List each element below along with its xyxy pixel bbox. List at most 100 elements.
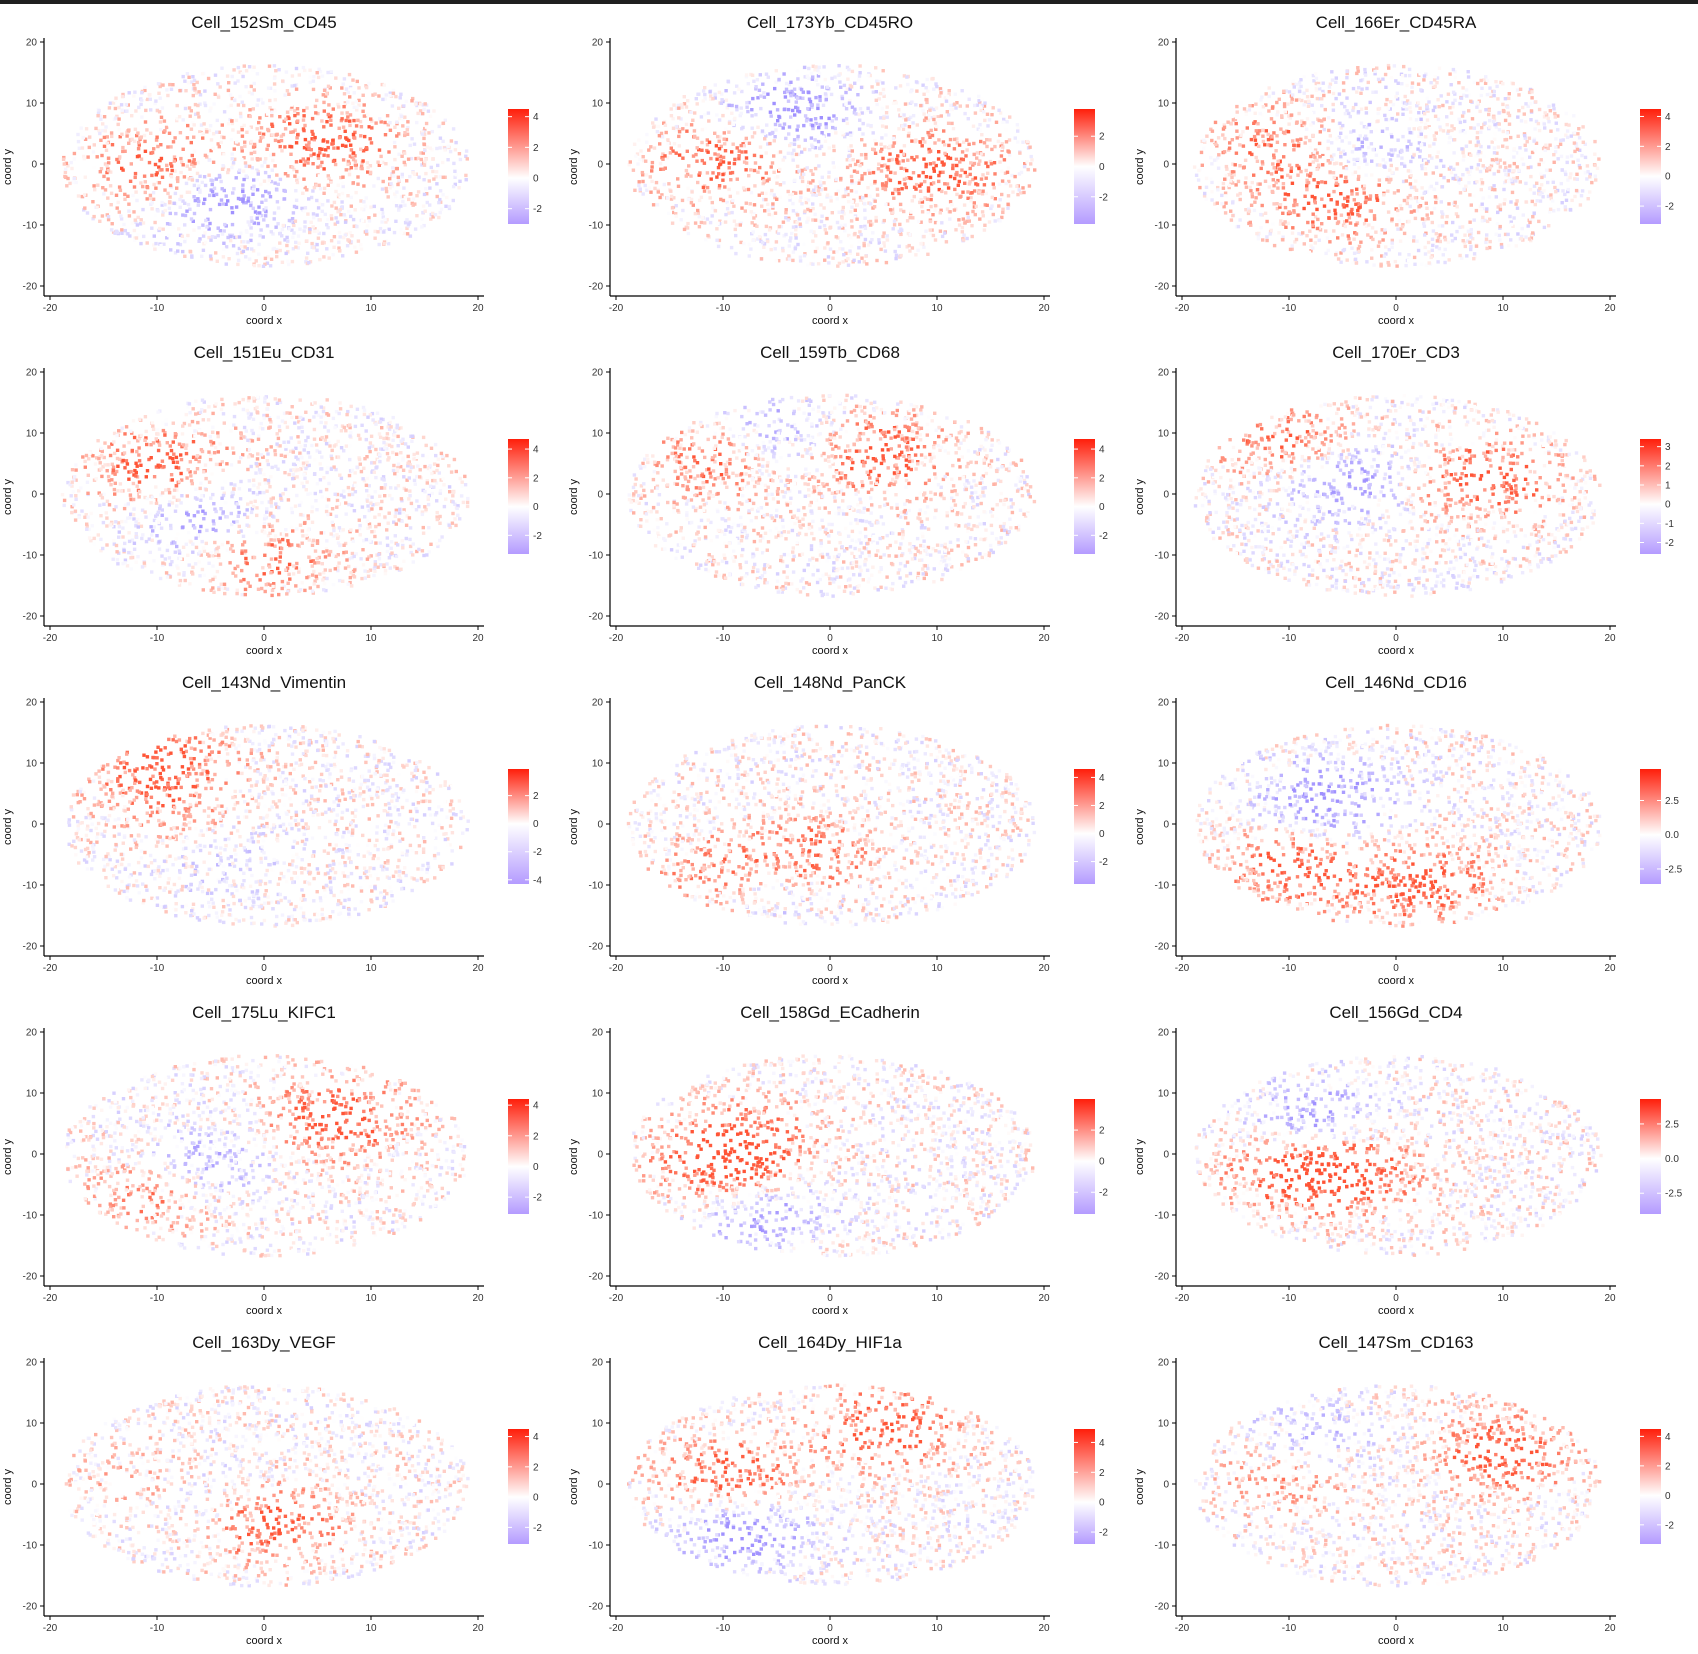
x-tick-label: 0: [827, 1623, 833, 1634]
y-tick-label: -20: [589, 1272, 604, 1283]
y-axis-label: coord y: [568, 1468, 580, 1505]
colorbar-tick-label: 2: [533, 143, 539, 154]
cell-cloud: [1194, 394, 1602, 598]
y-tick-label: 10: [1158, 1419, 1170, 1430]
cell-cloud: [627, 1384, 1034, 1586]
x-tick-label: -20: [43, 303, 58, 314]
x-tick-label: 20: [472, 1623, 484, 1634]
y-axis-label: coord y: [568, 148, 580, 185]
cell-cloud: [65, 1054, 466, 1258]
x-axis-label: coord x: [246, 975, 283, 987]
y-axis-label: coord y: [2, 808, 14, 845]
y-tick-label: 10: [1158, 1089, 1170, 1100]
x-tick-label: -10: [150, 303, 165, 314]
y-tick-label: -10: [589, 1211, 604, 1222]
x-tick-label: 20: [1038, 303, 1050, 314]
chart-title: Cell_173Yb_CD45RO: [747, 13, 913, 32]
y-tick-label: -10: [23, 221, 38, 232]
x-tick-label: 0: [261, 1623, 267, 1634]
colorbar-tick-label: 0: [533, 502, 539, 513]
colorbar-tick-label: 0: [1099, 162, 1105, 173]
y-tick-label: 0: [597, 1480, 603, 1491]
chart-title: Cell_175Lu_KIFC1: [192, 1003, 336, 1022]
x-tick-label: 0: [827, 303, 833, 314]
x-tick-label: 20: [472, 303, 484, 314]
colorbar: [508, 1429, 529, 1544]
cell-cloud: [1193, 64, 1601, 268]
y-tick-label: -20: [1155, 1272, 1170, 1283]
x-tick-label: 0: [261, 303, 267, 314]
colorbar-tick-label: -2: [1665, 202, 1674, 213]
y-tick-label: 0: [1163, 1480, 1169, 1491]
x-axis-label: coord x: [246, 645, 283, 657]
colorbar-tick-label: 2: [533, 791, 539, 802]
y-tick-label: -20: [23, 942, 38, 953]
x-tick-label: -10: [150, 1293, 165, 1304]
colorbar-tick-label: 2: [1099, 801, 1105, 812]
y-tick-label: 0: [597, 1150, 603, 1161]
x-tick-label: 0: [1393, 303, 1399, 314]
colorbar-tick-label: 0: [533, 1162, 539, 1173]
y-tick-label: -20: [23, 282, 38, 293]
x-tick-label: 0: [1393, 633, 1399, 644]
y-tick-label: 10: [1158, 99, 1170, 110]
colorbar-tick-label: -2: [1099, 1188, 1108, 1199]
x-tick-label: 10: [1497, 963, 1509, 974]
y-tick-label: 0: [597, 490, 603, 501]
colorbar-tick-label: -2: [533, 531, 542, 542]
y-tick-label: -20: [1155, 1602, 1170, 1613]
colorbar-tick-label: 2.5: [1665, 796, 1679, 807]
colorbar-tick-label: 2: [1099, 1126, 1105, 1137]
x-tick-label: -20: [43, 963, 58, 974]
y-tick-label: -10: [589, 1541, 604, 1552]
x-tick-label: 20: [1604, 1293, 1616, 1304]
chart-title: Cell_151Eu_CD31: [194, 343, 335, 362]
y-tick-label: 0: [597, 160, 603, 171]
colorbar-tick-label: 4: [533, 1432, 539, 1443]
colorbar-tick-label: 0.0: [1665, 830, 1679, 841]
x-axis-label: coord x: [812, 315, 849, 327]
colorbar-tick-label: 2: [1665, 461, 1671, 472]
x-axis-label: coord x: [812, 1635, 849, 1647]
colorbar-tick-label: 0: [1665, 500, 1671, 511]
y-axis-label: coord y: [1134, 1138, 1146, 1175]
colorbar-tick-label: -4: [533, 875, 542, 886]
x-tick-label: 0: [1393, 1293, 1399, 1304]
x-tick-label: 10: [931, 1293, 943, 1304]
colorbar-tick-label: 2: [1665, 1461, 1671, 1472]
y-tick-label: 0: [31, 1480, 37, 1491]
x-tick-label: 0: [827, 633, 833, 644]
y-tick-label: 20: [1158, 698, 1170, 709]
x-tick-label: 20: [472, 1293, 484, 1304]
y-tick-label: 10: [592, 1419, 604, 1430]
y-tick-label: 10: [26, 1419, 38, 1430]
chart-title: Cell_148Nd_PanCK: [754, 673, 907, 692]
x-tick-label: -20: [43, 1623, 58, 1634]
colorbar-tick-label: 4: [1665, 112, 1671, 123]
colorbar-tick-label: -2.5: [1665, 1189, 1683, 1200]
colorbar-tick-label: 0: [1099, 829, 1105, 840]
y-tick-label: 20: [26, 368, 38, 379]
x-tick-label: -10: [716, 963, 731, 974]
x-axis-label: coord x: [246, 1305, 283, 1317]
colorbar: [1074, 1429, 1095, 1544]
colorbar-tick-label: 2: [533, 1131, 539, 1142]
y-tick-label: 10: [1158, 759, 1170, 770]
x-tick-label: 10: [365, 963, 377, 974]
colorbar-tick-label: -2: [533, 847, 542, 858]
x-tick-label: -10: [1282, 1293, 1297, 1304]
y-tick-label: -20: [23, 1272, 38, 1283]
cell-cloud: [627, 725, 1036, 928]
x-tick-label: -20: [1175, 633, 1190, 644]
y-tick-label: -20: [1155, 282, 1170, 293]
y-tick-label: -10: [23, 881, 38, 892]
colorbar-tick-label: 4: [1099, 1438, 1105, 1449]
